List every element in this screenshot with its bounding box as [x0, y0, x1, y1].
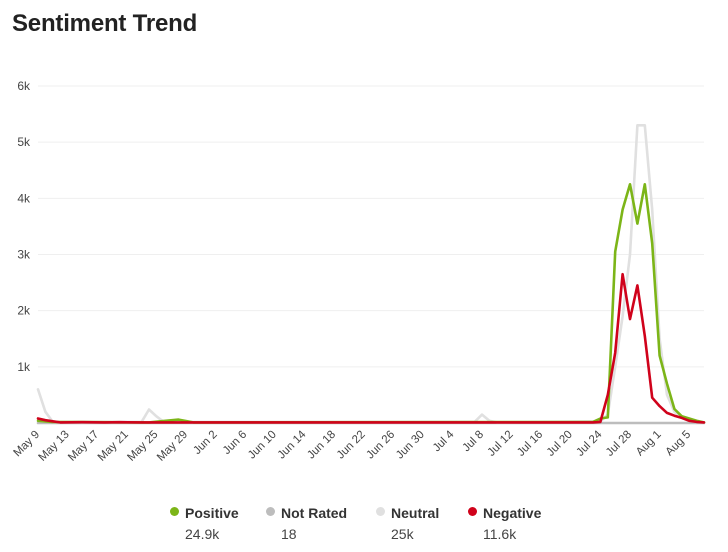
x-tick-label: Jul 12 — [486, 429, 516, 459]
x-tick-label: Jul 24 — [574, 428, 605, 459]
x-tick-label: Jun 30 — [394, 429, 427, 462]
x-tick-label: May 25 — [125, 429, 160, 464]
chart-title: Sentiment Trend — [12, 10, 198, 37]
series-line-neutral — [36, 124, 706, 424]
series-line-negative — [36, 272, 706, 424]
x-tick-label: Jun 26 — [364, 429, 397, 462]
legend-total: 18 — [281, 526, 297, 542]
x-tick-label: May 29 — [155, 429, 190, 464]
x-tick-label: Jun 10 — [246, 429, 279, 462]
legend-label: Neutral — [391, 504, 440, 521]
legend-dot-positive-icon — [170, 507, 179, 517]
x-tick-label: May 21 — [96, 429, 131, 464]
x-tick-label: Jun 22 — [335, 429, 368, 462]
y-tick-label: 4k — [17, 191, 31, 205]
x-tick-label: Jul 16 — [515, 429, 545, 459]
legend-dot-neutral-icon — [376, 507, 385, 517]
legend-item-neutral[interactable]: Neutral 25k — [376, 504, 439, 542]
y-tick-label: 6k — [17, 79, 31, 93]
series-line-positive — [36, 183, 706, 424]
chart-legend: Positive 24.9k Not Rated 18 Neutral 25k … — [0, 504, 728, 544]
legend-item-negative[interactable]: Negative 11.6k — [468, 504, 541, 542]
x-tick-label: Jul 4 — [431, 428, 457, 454]
legend-dot-negative-icon — [468, 507, 477, 517]
x-tick-label: Jun 14 — [276, 428, 309, 461]
legend-total: 11.6k — [483, 526, 517, 542]
x-tick-label: Aug 1 — [634, 429, 664, 459]
y-tick-label: 3k — [17, 248, 31, 262]
y-tick-label: 1k — [17, 360, 31, 374]
x-tick-label: May 13 — [37, 429, 72, 464]
legend-total: 24.9k — [185, 526, 220, 542]
legend-label: Positive — [185, 504, 239, 521]
legend-item-positive[interactable]: Positive 24.9k — [170, 504, 239, 542]
legend-label: Not Rated — [281, 504, 348, 521]
x-tick-label: Aug 5 — [664, 429, 694, 459]
x-tick-label: Jul 28 — [604, 429, 634, 459]
legend-label: Negative — [483, 504, 542, 521]
x-tick-label: May 17 — [66, 429, 101, 464]
y-tick-label: 5k — [17, 135, 31, 149]
legend-total: 25k — [391, 526, 414, 542]
legend-item-not-rated[interactable]: Not Rated 18 — [266, 504, 347, 542]
x-tick-label: Jun 2 — [191, 429, 219, 457]
x-tick-label: Jul 8 — [460, 429, 486, 455]
y-tick-label: 2k — [17, 304, 31, 318]
x-tick-label: Jun 18 — [305, 429, 338, 462]
x-tick-label: Jul 20 — [545, 429, 575, 459]
legend-dot-not-rated-icon — [266, 507, 275, 517]
